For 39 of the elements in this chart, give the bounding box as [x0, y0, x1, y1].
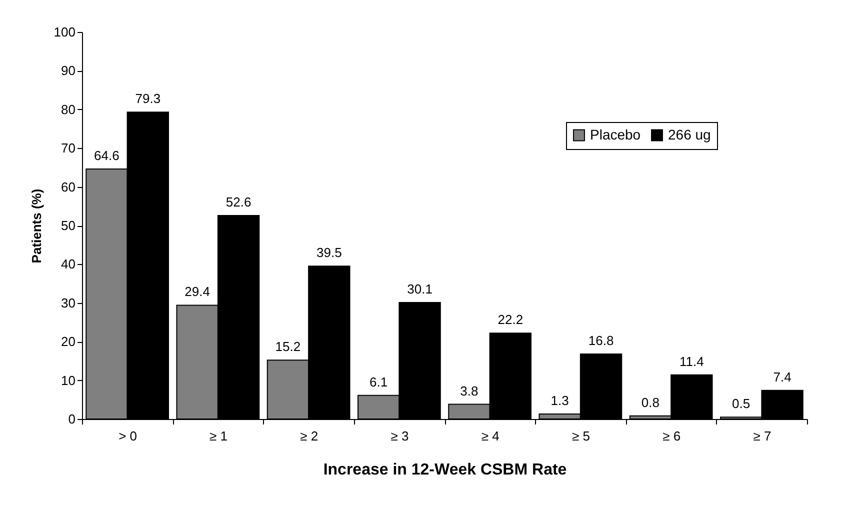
- data-label: 64.6: [94, 148, 120, 163]
- x-tick-label: ≥ 1: [209, 428, 228, 444]
- data-label: 7.4: [773, 369, 792, 384]
- y-tick-label: 50: [61, 218, 76, 233]
- data-label: 15.2: [275, 339, 301, 354]
- data-label: 16.8: [588, 332, 614, 348]
- data-label: 52.6: [226, 194, 252, 210]
- data-label: 39.5: [316, 245, 342, 260]
- x-axis-title: Increase in 12-Week CSBM Rate: [323, 462, 567, 478]
- y-tick-label: 20: [61, 334, 76, 350]
- y-tick-label: 90: [61, 63, 76, 78]
- data-label: 11.4: [679, 354, 704, 369]
- x-tick-label: ≥ 2: [300, 428, 318, 444]
- data-label: 6.1: [370, 374, 388, 390]
- y-tick-label: 0: [68, 412, 76, 426]
- x-tick-label: ≥ 4: [481, 428, 500, 444]
- y-axis-title: Patients (%): [28, 188, 44, 264]
- data-label: 79.3: [135, 91, 161, 106]
- data-label: 0.5: [732, 396, 750, 412]
- x-tick-label: ≥ 6: [662, 428, 681, 444]
- x-tick-label: ≥ 3: [390, 428, 409, 444]
- x-tick-label: > 0: [118, 428, 138, 444]
- y-tick-label: 70: [61, 140, 76, 156]
- x-tick-label: ≥ 5: [572, 428, 590, 444]
- data-label: 22.2: [498, 312, 524, 328]
- data-label: 29.4: [184, 284, 210, 300]
- data-label: 0.8: [641, 394, 660, 410]
- data-label: 1.3: [550, 392, 569, 408]
- y-tick-label: 10: [61, 372, 76, 388]
- data-label: 3.8: [460, 383, 478, 398]
- y-tick-label: 30: [61, 295, 76, 310]
- legend-label: 266 ug: [668, 126, 711, 142]
- y-tick-label: 60: [61, 179, 76, 194]
- y-tick-label: 40: [61, 256, 76, 272]
- x-tick-label: ≥ 7: [753, 428, 772, 444]
- y-tick-label: 100: [54, 24, 76, 40]
- data-label: 30.1: [407, 282, 432, 297]
- y-tick-label: 80: [61, 102, 76, 117]
- legend-label: Placebo: [590, 126, 641, 142]
